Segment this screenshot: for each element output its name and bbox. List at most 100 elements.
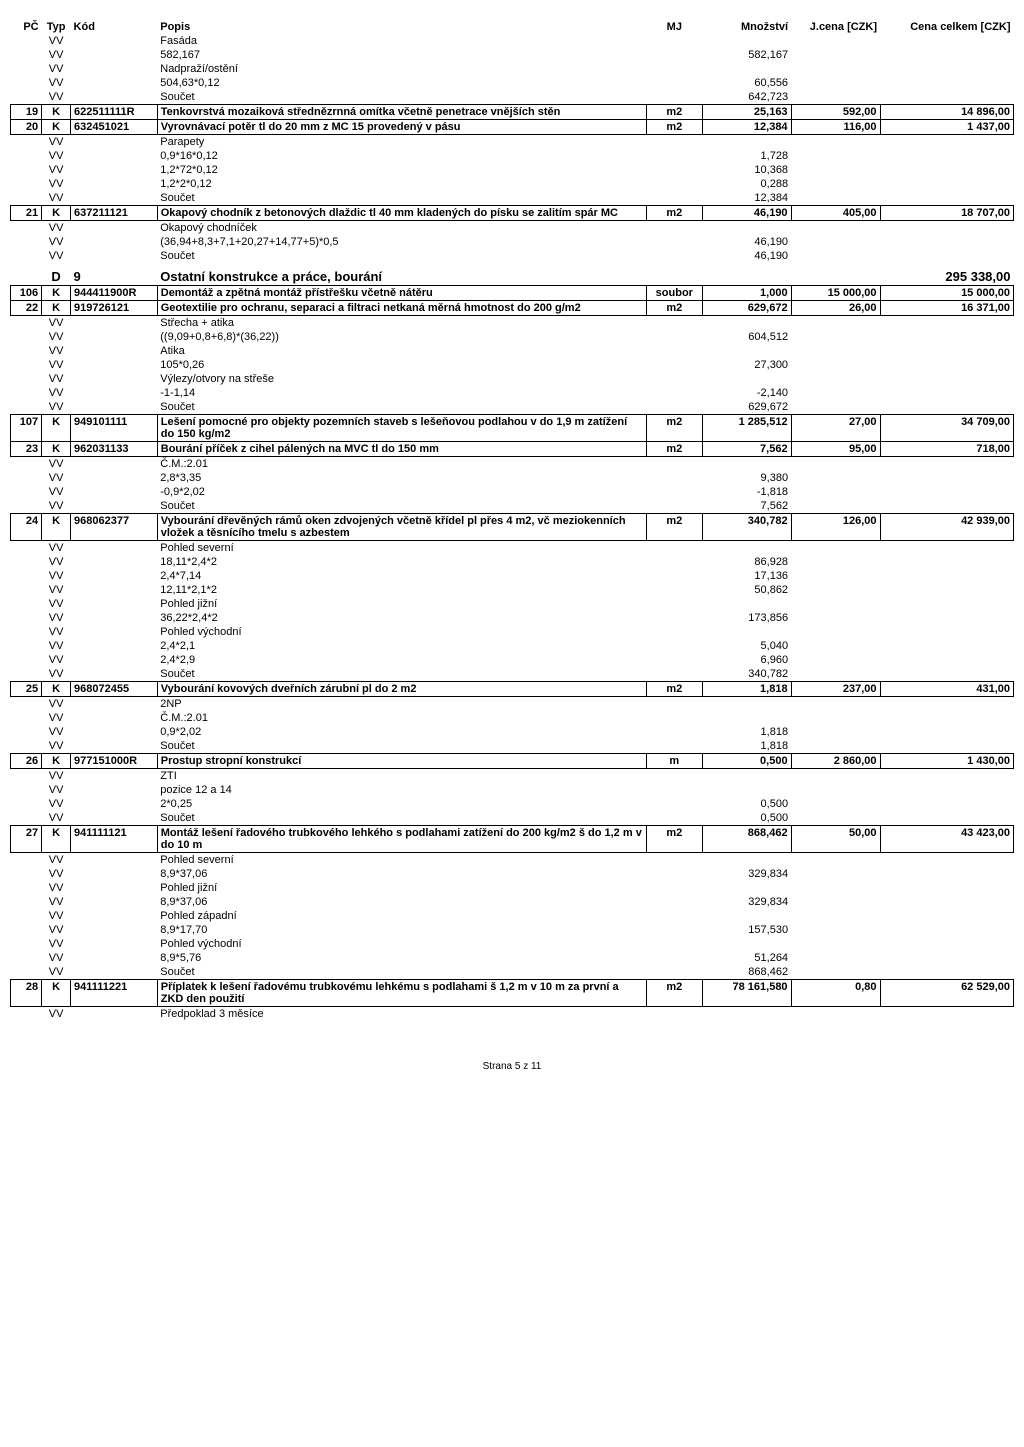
cell-mn: 46,190 xyxy=(702,206,791,221)
table-row-vv: VVZTI xyxy=(11,769,1014,784)
cell-mn: 7,562 xyxy=(702,442,791,457)
cell-typ: VV xyxy=(42,221,71,236)
cell-mn: 0,500 xyxy=(702,811,791,826)
cell-pc: 23 xyxy=(11,442,42,457)
cell-typ: K xyxy=(42,514,71,541)
table-row-vv: VV2,4*2,15,040 xyxy=(11,639,1014,653)
cell-popis: Pohled jižní xyxy=(157,881,646,895)
cell-jc: 126,00 xyxy=(791,514,880,541)
cell-cena: 431,00 xyxy=(880,682,1013,697)
table-row-vv: VVPohled severní xyxy=(11,541,1014,556)
h-pc: PČ xyxy=(11,20,42,34)
cell-mn xyxy=(702,697,791,712)
table-row-vv: VVČ.M.:2.01 xyxy=(11,457,1014,472)
cell-kod: 632451021 xyxy=(71,120,158,135)
cell-popis: 504,63*0,12 xyxy=(157,76,646,90)
table-row-vv: VV0,9*2,021,818 xyxy=(11,725,1014,739)
table-row-item: 21K637211121Okapový chodník z betonových… xyxy=(11,206,1014,221)
table-row-item: 28K941111221Příplatek k lešení řadovému … xyxy=(11,980,1014,1007)
cell-typ: VV xyxy=(42,499,71,514)
cell-mn: 868,462 xyxy=(702,965,791,980)
cell-typ: VV xyxy=(42,555,71,569)
table-row-item: 25K968072455Vybourání kovových dveřních … xyxy=(11,682,1014,697)
table-row-vv: VV105*0,2627,300 xyxy=(11,358,1014,372)
cell-mj: m2 xyxy=(647,980,703,1007)
cell-mn: 1,728 xyxy=(702,149,791,163)
cell-typ: VV xyxy=(42,541,71,556)
cell-mn: 0,500 xyxy=(702,754,791,769)
cell-popis: 12,11*2,1*2 xyxy=(157,583,646,597)
cell-mn: 1,818 xyxy=(702,682,791,697)
cell-popis: Lešení pomocné pro objekty pozemních sta… xyxy=(157,415,646,442)
cell-mn xyxy=(702,881,791,895)
h-jc: J.cena [CZK] xyxy=(791,20,880,34)
cell-kod: 949101111 xyxy=(71,415,158,442)
cell-typ: VV xyxy=(42,611,71,625)
cell-mn xyxy=(702,135,791,150)
cell-mn: 17,136 xyxy=(702,569,791,583)
cell-kod: 962031133 xyxy=(71,442,158,457)
cell-popis: 8,9*5,76 xyxy=(157,951,646,965)
cell-jc: 27,00 xyxy=(791,415,880,442)
cell-mn: 9,380 xyxy=(702,471,791,485)
table-row-vv: VV2*0,250,500 xyxy=(11,797,1014,811)
h-popis: Popis xyxy=(157,20,646,34)
cell-typ: VV xyxy=(42,853,71,868)
cell-mn: 51,264 xyxy=(702,951,791,965)
cell-typ: VV xyxy=(42,895,71,909)
cell-popis: 2,8*3,35 xyxy=(157,471,646,485)
cell-jc: 95,00 xyxy=(791,442,880,457)
table-row-vv: VV2,4*7,1417,136 xyxy=(11,569,1014,583)
cell-kod: 977151000R xyxy=(71,754,158,769)
cell-mn xyxy=(702,221,791,236)
cell-popis: Nadpraží/ostění xyxy=(157,62,646,76)
cell-jc: 405,00 xyxy=(791,206,880,221)
cell-mj: m2 xyxy=(647,206,703,221)
cell-popis: 0,9*16*0,12 xyxy=(157,149,646,163)
cell-mn xyxy=(702,937,791,951)
cell-popis: Součet xyxy=(157,667,646,682)
cell-pc: 24 xyxy=(11,514,42,541)
cell-typ: VV xyxy=(42,62,71,76)
cell-mn: 604,512 xyxy=(702,330,791,344)
cell-popis: Okapový chodník z betonových dlaždic tl … xyxy=(157,206,646,221)
cell-cena: 34 709,00 xyxy=(880,415,1013,442)
cell-popis: 582,167 xyxy=(157,48,646,62)
h-typ: Typ xyxy=(42,20,71,34)
table-row-vv: VVStřecha + atika xyxy=(11,316,1014,331)
cell-typ: VV xyxy=(42,951,71,965)
table-row-item: 107K949101111Lešení pomocné pro objekty … xyxy=(11,415,1014,442)
cell-popis: 2*0,25 xyxy=(157,797,646,811)
cell-mn xyxy=(702,711,791,725)
cell-typ: VV xyxy=(42,163,71,177)
cell-mn xyxy=(702,62,791,76)
cell-cena: 43 423,00 xyxy=(880,826,1013,853)
cell-pc: 27 xyxy=(11,826,42,853)
cell-kod: 968062377 xyxy=(71,514,158,541)
cell-typ: VV xyxy=(42,797,71,811)
cell-mn: 157,530 xyxy=(702,923,791,937)
cell-popis: pozice 12 a 14 xyxy=(157,783,646,797)
cell-popis: 8,9*37,06 xyxy=(157,895,646,909)
cell-kod: 944411900R xyxy=(71,286,158,301)
cell-pc: 19 xyxy=(11,105,42,120)
table-row-vv: VVSoučet629,672 xyxy=(11,400,1014,415)
page-footer: Strana 5 z 11 xyxy=(10,1061,1014,1072)
cell-mn xyxy=(702,1007,791,1022)
cell-popis: Součet xyxy=(157,499,646,514)
table-row-vv: VVPohled západní xyxy=(11,909,1014,923)
cell-popis: Vybourání dřevěných rámů oken zdvojených… xyxy=(157,514,646,541)
cell-typ: VV xyxy=(42,358,71,372)
cell-mn: 329,834 xyxy=(702,895,791,909)
cell-popis: Součet xyxy=(157,739,646,754)
cell-mn: 1,818 xyxy=(702,739,791,754)
cell-mj: m2 xyxy=(647,442,703,457)
cell-typ: VV xyxy=(42,569,71,583)
cell-jc: 50,00 xyxy=(791,826,880,853)
cell-popis: Pohled severní xyxy=(157,853,646,868)
table-row-vv: VV18,11*2,4*286,928 xyxy=(11,555,1014,569)
cell-mj: m2 xyxy=(647,105,703,120)
cell-popis: Č.M.:2.01 xyxy=(157,457,646,472)
cell-mn: 0,288 xyxy=(702,177,791,191)
cell-popis: Příplatek k lešení řadovému trubkovému l… xyxy=(157,980,646,1007)
